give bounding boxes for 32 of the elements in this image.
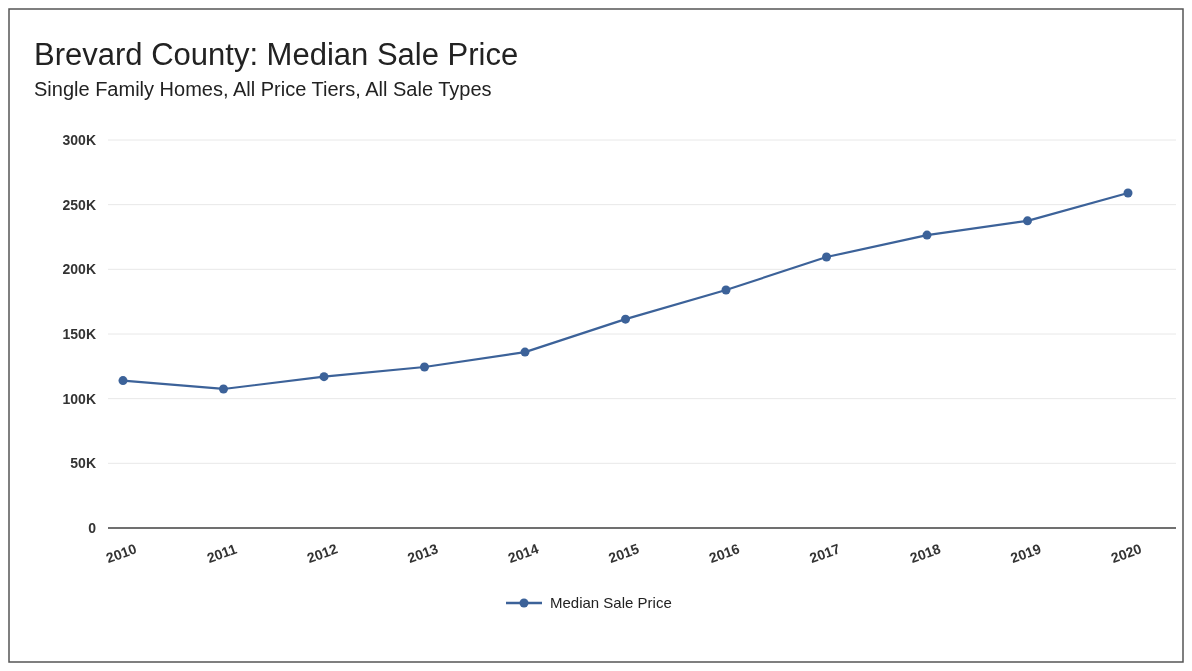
x-tick-label: 2017 <box>807 540 843 567</box>
x-tick-label: 2019 <box>1008 540 1044 567</box>
x-tick-label: 2016 <box>706 540 742 567</box>
y-tick-label: 0 <box>88 520 97 536</box>
x-tick-label: 2018 <box>907 540 943 567</box>
y-tick-label: 50K <box>70 455 96 472</box>
point <box>520 347 530 357</box>
x-tick-label: 2014 <box>505 540 541 567</box>
y-tick-label: 200K <box>62 261 96 278</box>
point <box>721 285 731 295</box>
y-tick-label: 100K <box>62 390 96 407</box>
chart-subtitle: Single Family Homes, All Price Tiers, All Sale Types <box>34 78 492 100</box>
point <box>319 372 329 382</box>
point <box>1023 216 1032 226</box>
point <box>922 230 932 240</box>
x-tick-label: 2013 <box>405 540 441 567</box>
point <box>822 252 831 262</box>
chart-title: Brevard County: Median Sale Price <box>34 37 519 72</box>
point <box>118 376 128 386</box>
point <box>621 314 630 324</box>
legend-label: Median Sale Price <box>550 594 672 611</box>
y-tick-label: 150K <box>62 326 96 342</box>
point <box>1123 188 1133 198</box>
y-tick-label: 300K <box>62 132 96 148</box>
x-tick-label: 2011 <box>204 540 239 567</box>
point <box>420 362 429 372</box>
point <box>219 384 228 394</box>
y-tick-label: 250K <box>62 196 96 213</box>
x-tick-label: 2015 <box>606 540 642 567</box>
x-tick-label: 2010 <box>103 540 139 567</box>
x-tick-label: 2012 <box>304 540 340 567</box>
x-tick-label: 2020 <box>1108 540 1144 567</box>
